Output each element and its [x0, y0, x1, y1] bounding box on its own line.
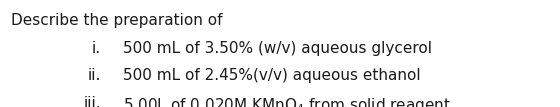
Text: ii.: ii. [87, 68, 101, 83]
Text: i.: i. [92, 41, 101, 56]
Text: 500 mL of 3.50% (w/v) aqueous glycerol: 500 mL of 3.50% (w/v) aqueous glycerol [123, 41, 432, 56]
Text: 5.00L of 0.020M KMnO$_4$ from solid reagent: 5.00L of 0.020M KMnO$_4$ from solid reag… [123, 96, 451, 107]
Text: 500 mL of 2.45%(v/v) aqueous ethanol: 500 mL of 2.45%(v/v) aqueous ethanol [123, 68, 421, 83]
Text: Describe the preparation of: Describe the preparation of [11, 13, 223, 28]
Text: iii.: iii. [83, 96, 101, 107]
